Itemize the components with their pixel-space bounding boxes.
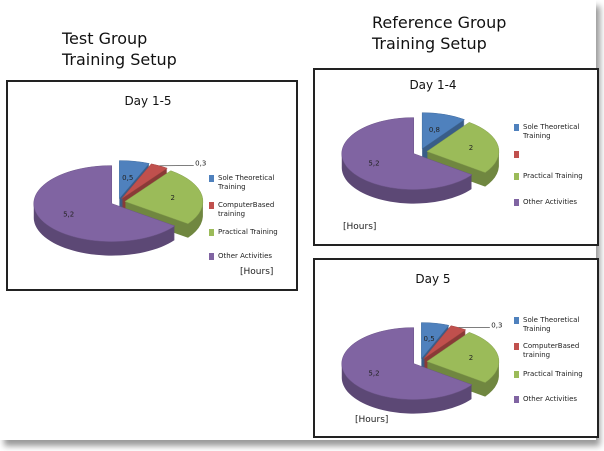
chart-box: 0,5 0,3 2 5,2 Day 5 [Hours] Sole Theoretical T… bbox=[313, 258, 599, 438]
legend-swatch bbox=[514, 343, 519, 350]
chart-title: Day 1-4 bbox=[409, 78, 457, 92]
legend-item: Practical Training bbox=[514, 370, 589, 379]
legend-item: Other Activities bbox=[514, 395, 589, 404]
legend-swatch bbox=[209, 175, 214, 182]
slice bbox=[124, 170, 204, 225]
legend-item: Other Activities bbox=[514, 198, 589, 207]
legend-label: Other Activities bbox=[523, 198, 578, 206]
data-label: 0,3 bbox=[491, 321, 502, 329]
pie-chart: 0,5 0,3 2 5,2 bbox=[341, 321, 502, 414]
slice bbox=[119, 160, 150, 200]
slice bbox=[421, 112, 466, 150]
legend-item: ComputerBased training bbox=[209, 201, 284, 219]
legend-swatch bbox=[514, 199, 519, 206]
legend-label: Practical Training bbox=[218, 228, 278, 236]
data-label: 0,5 bbox=[424, 335, 435, 343]
slice bbox=[426, 122, 500, 173]
slice bbox=[33, 165, 176, 242]
data-label: 0,3 bbox=[195, 160, 206, 168]
heading-line: Reference Group bbox=[372, 13, 507, 32]
heading-line: Test Group bbox=[62, 29, 148, 48]
data-label: 5,2 bbox=[368, 370, 379, 378]
heading: Reference Group Training Setup bbox=[372, 12, 506, 54]
legend-swatch bbox=[514, 317, 519, 324]
slice bbox=[426, 332, 500, 383]
legend-swatch bbox=[209, 253, 214, 260]
legend-swatch bbox=[209, 202, 214, 209]
legend-label: Other Activities bbox=[218, 252, 273, 260]
legend-swatch bbox=[514, 173, 519, 180]
unit-label: [Hours] bbox=[355, 415, 389, 425]
legend-label: Practical Training bbox=[523, 370, 583, 378]
data-label: 0,8 bbox=[429, 126, 440, 134]
slice bbox=[341, 117, 473, 190]
legend-swatch bbox=[209, 229, 214, 236]
legend-item: Practical Training bbox=[209, 228, 284, 237]
legend-item: Sole Theoretical Training bbox=[514, 316, 589, 334]
legend-item: ComputerBased training bbox=[514, 342, 589, 360]
legend-label: ComputerBased training bbox=[218, 201, 275, 218]
chart-title: Day 1-5 bbox=[124, 94, 172, 108]
heading-line: Training Setup bbox=[62, 50, 177, 69]
data-label: 5,2 bbox=[63, 210, 74, 218]
legend-label: Other Activities bbox=[523, 395, 578, 403]
legend-label: Sole Theoretical Training bbox=[218, 174, 275, 191]
heading-line: Training Setup bbox=[372, 34, 487, 53]
legend-swatch bbox=[514, 371, 519, 378]
chart-box: 0,8 2 5,2 Day 1-4 [Hours] Sole Theoretical Tr… bbox=[313, 68, 599, 246]
legend-label: Practical Training bbox=[523, 172, 583, 180]
legend-item: Sole Theoretical Training bbox=[514, 123, 589, 141]
legend-swatch bbox=[514, 396, 519, 403]
legend-item: Other Activities bbox=[209, 252, 284, 261]
data-label: 2 bbox=[469, 354, 473, 362]
legend-label: Sole Theoretical Training bbox=[523, 316, 580, 333]
data-label: 0,5 bbox=[122, 174, 133, 182]
pie-chart: 0,5 0,3 2 5,2 bbox=[33, 160, 206, 256]
data-label: 2 bbox=[469, 144, 473, 152]
unit-label: [Hours] bbox=[343, 222, 377, 232]
legend-swatch bbox=[514, 151, 519, 158]
legend-label: Sole Theoretical Training bbox=[523, 123, 580, 140]
chart-title: Day 5 bbox=[415, 272, 451, 286]
legend-item: Sole Theoretical Training bbox=[209, 174, 284, 192]
data-label: 5,2 bbox=[368, 160, 379, 168]
slice bbox=[341, 327, 473, 400]
figure: Test Group Training Setup Reference Group T… bbox=[6, 12, 599, 438]
heading: Test Group Training Setup bbox=[62, 28, 177, 70]
legend-swatch bbox=[514, 124, 519, 131]
legend-item: Practical Training bbox=[514, 172, 589, 181]
legend-label: ComputerBased training bbox=[523, 342, 580, 359]
chart-box: 0,5 0,3 2 5,2 Day 1-5 [Hours] Sole Theoretical… bbox=[6, 80, 298, 291]
data-label: 2 bbox=[170, 194, 174, 202]
slice bbox=[421, 322, 450, 360]
unit-label: [Hours] bbox=[240, 267, 274, 277]
pie-chart: 0,8 2 5,2 bbox=[341, 112, 500, 204]
